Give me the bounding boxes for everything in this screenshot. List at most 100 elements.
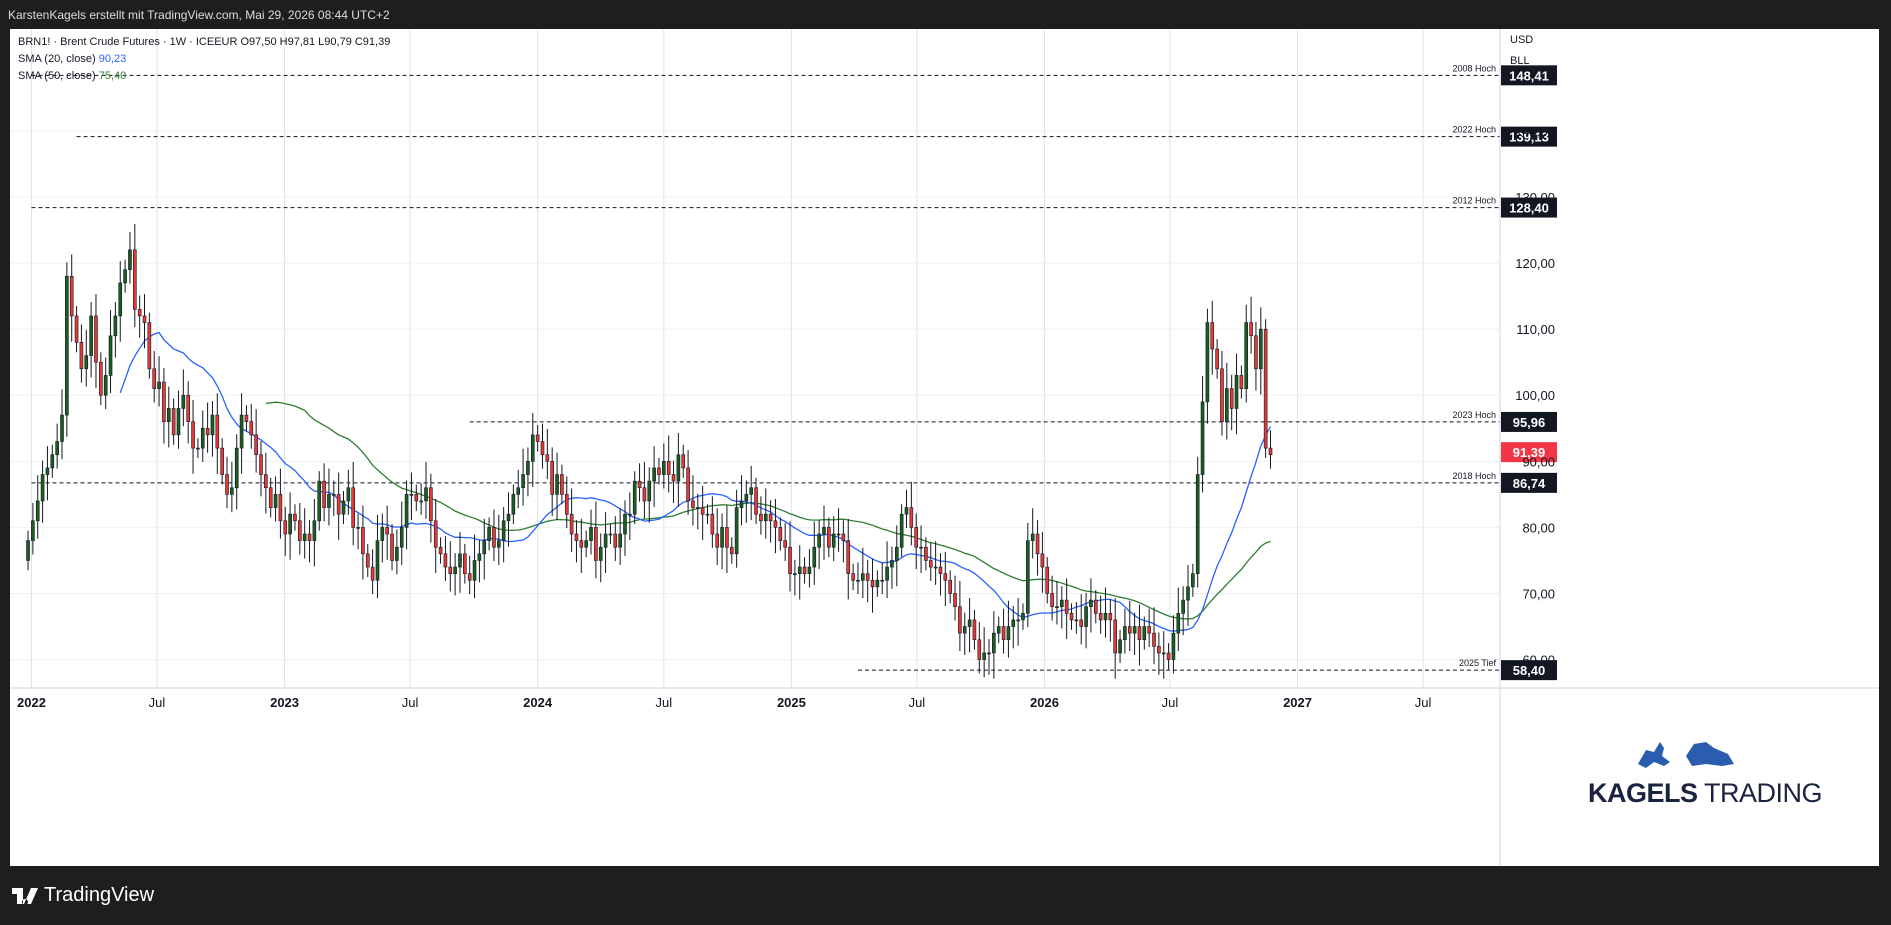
- logo-text: KAGELS TRADING: [1588, 778, 1823, 809]
- candle-body: [1258, 328, 1263, 370]
- candle-body: [487, 527, 491, 541]
- candle-body: [919, 546, 923, 549]
- candle-body: [540, 441, 545, 456]
- candle-body: [739, 500, 744, 508]
- y-tick-label: 120,00: [1515, 256, 1555, 271]
- candle-body: [851, 573, 855, 581]
- tradingview-icon: [12, 887, 38, 904]
- candle-body: [137, 309, 142, 317]
- candle-body: [1225, 388, 1229, 422]
- y-tick-label: 90,00: [1522, 454, 1555, 469]
- last-price-text: 91,39: [1513, 445, 1546, 460]
- candle-body: [196, 447, 200, 450]
- candle-body: [1021, 613, 1025, 621]
- candle-body: [132, 249, 137, 310]
- candle-body: [545, 454, 550, 462]
- x-tick-label: Jul: [1415, 695, 1432, 710]
- candle-body: [1186, 586, 1190, 601]
- candle-body: [788, 546, 792, 574]
- candle-body: [1016, 619, 1020, 622]
- candle-body: [191, 421, 195, 449]
- candle-body: [463, 553, 467, 574]
- tradingview-logo[interactable]: TradingView: [12, 884, 154, 907]
- candle-body: [1157, 646, 1161, 654]
- candle-body: [904, 507, 909, 515]
- last-price-tag: [1501, 442, 1557, 463]
- level-price-text: 128,40: [1509, 201, 1549, 216]
- candle-body: [162, 381, 166, 422]
- candle-body: [60, 414, 64, 442]
- candle-body: [681, 454, 686, 469]
- candle-body: [870, 579, 875, 588]
- candle-body: [647, 480, 652, 502]
- candle-body: [501, 520, 506, 541]
- candle-body: [84, 355, 89, 370]
- sma50-value: 75,40: [98, 70, 127, 82]
- level-price-text: 148,41: [1509, 68, 1549, 83]
- candle-body: [1118, 639, 1122, 654]
- candle-body: [79, 342, 84, 370]
- candle-body: [429, 487, 433, 522]
- candle-body: [783, 540, 787, 548]
- candle-body: [26, 540, 30, 561]
- candle-body: [298, 520, 302, 541]
- candle-body: [516, 487, 521, 495]
- x-tick-label: Jul: [656, 695, 673, 710]
- candle-body: [807, 566, 812, 574]
- candle-body: [608, 533, 613, 536]
- candle-body: [1142, 626, 1147, 641]
- candle-body: [351, 487, 356, 528]
- candle-body: [1220, 368, 1224, 422]
- sma20-line: [119, 331, 1272, 632]
- candle-body: [497, 540, 501, 548]
- candle-body: [1263, 328, 1268, 449]
- candle-body: [924, 546, 928, 561]
- candle-body: [763, 513, 768, 522]
- candle-body: [506, 513, 511, 522]
- candle-body: [938, 566, 943, 574]
- candle-body: [181, 394, 186, 409]
- candle-body: [725, 527, 729, 548]
- candle-body: [827, 527, 831, 548]
- candle-body: [676, 454, 681, 482]
- x-tick-label: 2025: [777, 695, 806, 710]
- candle-body: [642, 487, 647, 502]
- candle-body: [1249, 322, 1253, 337]
- candle-body: [103, 375, 108, 396]
- tradingview-label: TradingView: [44, 884, 155, 906]
- candle-body: [482, 540, 487, 555]
- chart-frame[interactable]: 2008 Hoch 148,41 2022 Hoch 139,13 2012 Hoch 1…: [10, 29, 1879, 866]
- x-tick-label: 2026: [1030, 695, 1059, 710]
- candle-body: [992, 632, 996, 654]
- y-tick-label: 80,00: [1522, 520, 1555, 535]
- candle-body: [1060, 599, 1064, 608]
- candle-body: [715, 533, 720, 548]
- level-price-tag: [1501, 411, 1557, 432]
- sma50-line: [265, 401, 1271, 620]
- candle-body: [1229, 388, 1234, 409]
- candle-body: [521, 474, 525, 489]
- candle-body: [564, 494, 569, 515]
- level-label: 2022 Hoch: [1452, 125, 1496, 135]
- candle-body: [200, 427, 205, 449]
- chart-legend: BRN1! · Brent Crude Futures · 1W · ICEEU…: [18, 34, 390, 85]
- candle-body: [453, 566, 457, 574]
- candle-body: [589, 527, 593, 541]
- candle-body: [535, 434, 540, 442]
- candle-body: [899, 513, 904, 548]
- price-chart[interactable]: 2008 Hoch 148,41 2022 Hoch 139,13 2012 Hoch 1…: [10, 29, 1879, 866]
- candle-body: [293, 513, 297, 522]
- candle-body: [205, 427, 210, 436]
- candle-body: [264, 474, 268, 489]
- candle-body: [307, 533, 312, 541]
- candle-body: [1244, 322, 1249, 389]
- candle-body: [890, 560, 894, 568]
- candle-body: [603, 533, 608, 548]
- x-tick-label: Jul: [149, 695, 166, 710]
- candle-body: [1084, 606, 1088, 627]
- candle-body: [472, 560, 477, 581]
- candle-body: [1064, 599, 1069, 614]
- candle-body: [1079, 619, 1084, 627]
- candle-body: [773, 520, 778, 528]
- candle-body: [327, 494, 331, 508]
